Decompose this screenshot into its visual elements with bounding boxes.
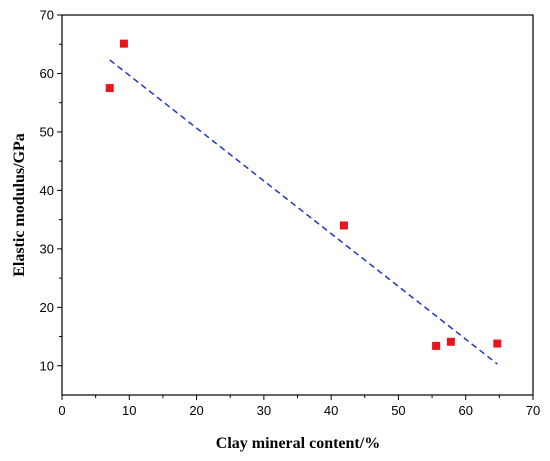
x-axis-ticks: 0 10 20 30 40 50 60 70 (58, 395, 540, 418)
data-point (432, 341, 441, 350)
y-tick-label: 60 (40, 66, 54, 81)
y-tick-label: 30 (40, 241, 54, 256)
y-axis-ticks: 10 20 30 40 50 60 70 (40, 8, 62, 373)
x-tick-label: 40 (324, 403, 338, 418)
trend-line (109, 59, 498, 365)
x-tick-label: 30 (257, 403, 271, 418)
plot-frame (61, 14, 534, 396)
x-tick-label: 60 (458, 403, 472, 418)
y-tick-label: 50 (40, 124, 54, 139)
fit-line-layer (109, 59, 498, 365)
data-point (493, 339, 502, 348)
plot-border (61, 14, 534, 396)
y-axis-title: Elastic modulus/GPa (11, 133, 28, 277)
data-point (446, 337, 455, 346)
y-tick-label: 70 (40, 8, 54, 23)
data-point (339, 221, 348, 230)
data-points-layer (105, 39, 502, 350)
x-tick-label: 50 (391, 403, 405, 418)
x-tick-label: 0 (58, 403, 65, 418)
x-tick-label: 70 (526, 403, 540, 418)
data-point (105, 84, 114, 93)
x-axis-title: Clay mineral content/% (216, 435, 380, 452)
y-tick-label: 10 (40, 358, 54, 373)
x-tick-label: 10 (122, 403, 136, 418)
data-point (119, 39, 128, 48)
x-tick-label: 20 (189, 403, 203, 418)
y-tick-label: 40 (40, 183, 54, 198)
y-tick-label: 20 (40, 300, 54, 315)
